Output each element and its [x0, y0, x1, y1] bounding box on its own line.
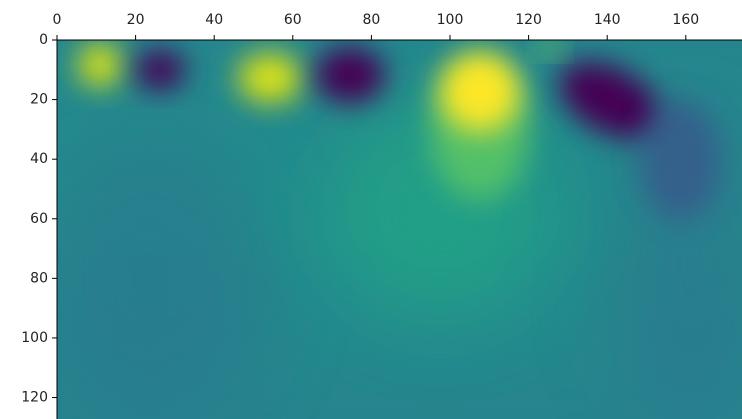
- y-tick-label: 0: [39, 32, 48, 48]
- x-tick-label: 60: [284, 12, 302, 28]
- y-tick-label: 80: [30, 270, 48, 286]
- image: [30, 40, 742, 419]
- x-tick-label: 0: [53, 12, 62, 28]
- x-tick-label: 100: [437, 12, 464, 28]
- y-tick-label: 60: [30, 211, 48, 227]
- x-tick-label: 160: [672, 12, 699, 28]
- y-tick-label: 20: [30, 92, 48, 108]
- x-tick-label: 120: [515, 12, 542, 28]
- x-tick-label: 40: [205, 12, 223, 28]
- y-tick-label: 120: [21, 390, 48, 406]
- chart: 0 20 40 60 80 100 120 140 160 0 20 40 60 80 100 120: [0, 0, 742, 419]
- x-tick-label: 20: [127, 12, 145, 28]
- y-tick-label: 100: [21, 330, 48, 346]
- x-tick-label: 140: [594, 12, 621, 28]
- x-tick-label: 80: [362, 12, 380, 28]
- y-tick-label: 40: [30, 151, 48, 167]
